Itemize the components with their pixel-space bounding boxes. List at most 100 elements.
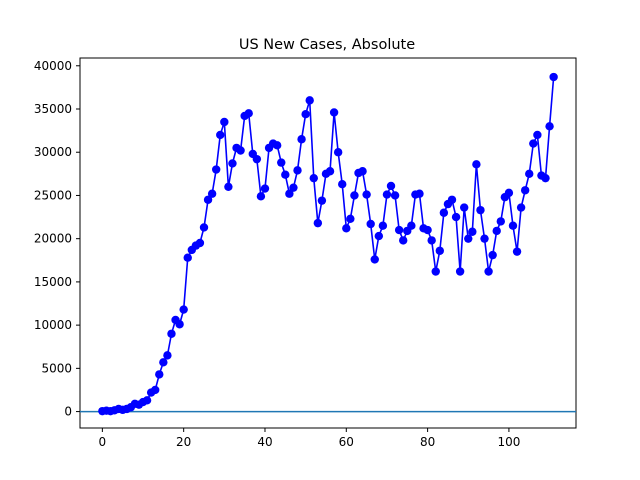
data-point — [199, 223, 209, 232]
data-point — [338, 180, 347, 189]
data-point — [342, 224, 351, 233]
data-point — [496, 217, 505, 226]
x-tick-label: 80 — [420, 435, 435, 449]
data-point — [464, 234, 473, 243]
data-point — [545, 122, 554, 131]
data-point — [236, 146, 245, 155]
data-point — [520, 186, 530, 195]
data-point — [407, 221, 416, 230]
data-point — [305, 96, 314, 105]
data-point — [541, 173, 550, 183]
data-point — [211, 165, 221, 174]
data-point — [439, 208, 449, 217]
data-point — [533, 130, 542, 140]
data-point — [167, 329, 176, 338]
axes-frame — [79, 57, 577, 429]
y-tick-label: 15000 — [34, 275, 72, 289]
data-point — [195, 238, 205, 248]
data-point — [346, 214, 355, 223]
data-point — [394, 225, 404, 235]
data-point — [468, 227, 477, 236]
y-tick-label: 25000 — [34, 188, 72, 202]
data-point — [362, 190, 371, 199]
data-point — [317, 196, 327, 205]
x-tick-label: 100 — [497, 435, 520, 449]
data-point — [488, 250, 497, 260]
data-point — [224, 182, 233, 192]
data-point — [382, 190, 392, 199]
data-point — [260, 184, 270, 193]
data-point — [281, 170, 290, 179]
data-point — [476, 205, 485, 215]
data-point — [244, 109, 253, 118]
data-point — [293, 166, 302, 175]
data-point — [207, 189, 217, 198]
data-point — [415, 189, 424, 198]
data-point — [297, 135, 306, 144]
x-axis: 0 20 40 60 80 100 — [99, 428, 520, 449]
data-point — [378, 221, 388, 230]
data-point — [333, 148, 343, 157]
data-point — [525, 169, 534, 179]
data-point — [358, 167, 367, 176]
data-point — [175, 320, 184, 329]
data-point — [272, 141, 282, 150]
y-axis: 0 5000 10000 15000 20000 25000 30000 35000 40000 — [34, 59, 80, 419]
data-point — [435, 246, 445, 255]
data-point — [142, 396, 152, 405]
chart-title: US New Cases, Absolute — [239, 37, 415, 53]
data-point — [313, 218, 323, 228]
data-point — [447, 195, 457, 204]
data-point — [301, 109, 310, 119]
data-point — [366, 219, 375, 229]
data-point — [163, 351, 172, 360]
data-point — [256, 192, 266, 201]
data-point — [179, 305, 188, 314]
data-point — [399, 236, 408, 245]
data-point — [350, 191, 359, 200]
data-point — [508, 221, 518, 230]
data-points — [98, 72, 558, 416]
data-point — [325, 167, 335, 176]
data-point — [549, 72, 558, 82]
plot-area — [79, 57, 577, 429]
data-point — [427, 236, 436, 245]
x-tick-label: 40 — [257, 435, 272, 449]
data-point — [228, 159, 237, 168]
y-tick-label: 20000 — [34, 232, 72, 246]
series-line — [102, 76, 555, 412]
y-tick-label: 40000 — [34, 59, 72, 73]
data-point — [252, 154, 262, 164]
data-point — [386, 181, 396, 191]
data-point — [220, 117, 229, 127]
data-point — [480, 234, 489, 243]
data-point — [451, 212, 461, 222]
data-point — [455, 267, 465, 276]
data-point — [277, 158, 286, 167]
y-tick-label: 10000 — [34, 318, 72, 332]
data-point — [529, 139, 538, 148]
data-point — [516, 203, 526, 212]
data-point — [155, 370, 164, 379]
data-point — [484, 267, 493, 276]
data-point — [423, 225, 432, 235]
data-point — [512, 247, 522, 256]
data-point — [309, 173, 318, 183]
data-point — [285, 189, 294, 198]
y-tick-label: 30000 — [34, 145, 72, 159]
data-point — [289, 183, 298, 192]
data-point — [390, 191, 400, 200]
data-point — [374, 231, 384, 241]
data-point — [459, 203, 469, 212]
data-point — [472, 160, 481, 169]
data-point — [370, 255, 379, 264]
data-point — [151, 385, 160, 395]
data-point — [329, 108, 339, 117]
data-point — [492, 226, 501, 236]
data-point — [203, 195, 213, 204]
y-tick-label: 5000 — [41, 361, 72, 375]
x-tick-label: 20 — [176, 435, 191, 449]
data-point — [431, 267, 440, 276]
x-tick-label: 60 — [339, 435, 354, 449]
